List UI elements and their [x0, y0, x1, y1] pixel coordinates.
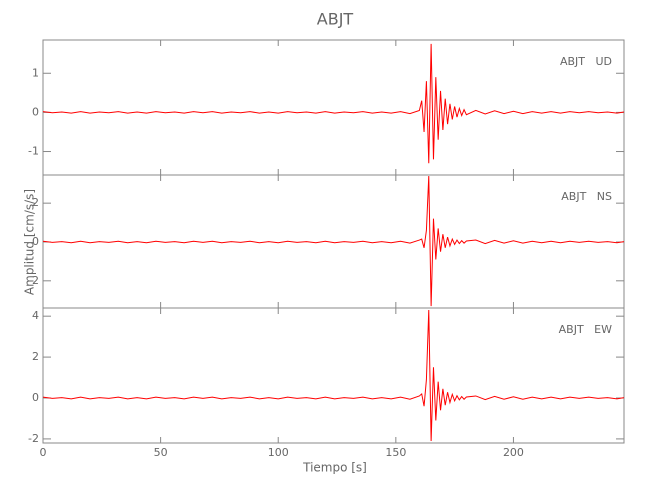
- channel-label: ABJT NS: [561, 190, 612, 203]
- x-tick-label: 100: [268, 446, 289, 459]
- x-tick-label: 0: [40, 446, 47, 459]
- y-tick-label: 2: [32, 196, 39, 209]
- waveform: [42, 43, 625, 164]
- y-tick-label: 0: [32, 391, 39, 404]
- y-tick-label: -2: [28, 274, 39, 287]
- y-tick-label: 2: [32, 350, 39, 363]
- y-axis-label: Amplitud [cm/s/s]: [23, 189, 37, 295]
- x-tick-label: 150: [385, 446, 406, 459]
- y-tick-label: 0: [32, 235, 39, 248]
- chart-title: ABJT: [317, 10, 354, 29]
- y-tick-label: -2: [28, 432, 39, 445]
- waveform: [42, 175, 625, 307]
- waveform: [42, 310, 625, 441]
- channel-label: ABJT EW: [559, 323, 612, 336]
- panel-frame: [42, 307, 625, 444]
- y-tick-label: -1: [28, 145, 39, 158]
- x-tick-label: 200: [503, 446, 524, 459]
- panel-frame: [42, 39, 625, 176]
- x-tick-label: 50: [154, 446, 168, 459]
- y-tick-label: 1: [32, 66, 39, 79]
- y-tick-label: 0: [32, 105, 39, 118]
- channel-label: ABJT UD: [560, 55, 612, 68]
- y-tick-label: 4: [32, 309, 39, 322]
- x-axis-label: Tiempo [s]: [302, 461, 367, 475]
